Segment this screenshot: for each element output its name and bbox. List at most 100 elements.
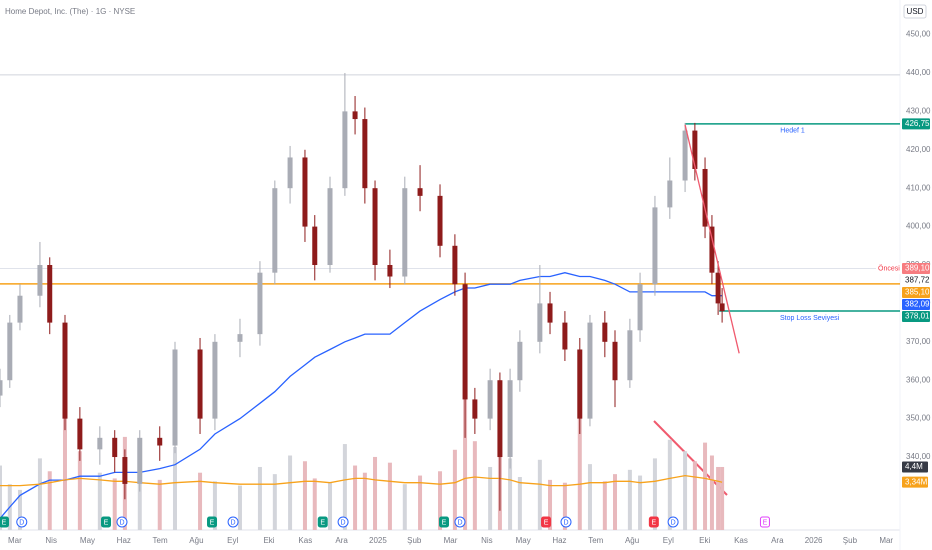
x-tick-label: Eki [263,536,274,545]
volume-tag [902,476,928,488]
event-badge [16,516,28,528]
event-label: E [442,519,447,526]
candle-body [719,303,725,312]
x-tick-label: Haz [117,536,131,545]
candle-body [417,188,423,196]
candle-body [602,322,608,342]
x-tick-label: Mar [8,536,22,545]
candle-body [17,295,23,323]
volume-bar [237,485,242,530]
price-tag [902,310,930,322]
price-tag-label: 385,10 [905,288,930,297]
level-label: Stop Loss Seviyesi [780,315,840,322]
candle-body [612,341,618,381]
volume-bar [577,418,582,530]
price-tag-label: 426,75 [905,119,930,128]
candle-body [452,245,458,285]
candle-body [172,349,178,446]
volume-bar [418,475,423,530]
volume-bar [720,466,725,530]
event-label: E [763,519,768,526]
price-tag-label: 387,72 [905,276,930,285]
event-label: D [19,519,24,526]
candle-body [237,334,243,342]
event-badge [648,516,659,528]
candle-body [352,111,358,120]
volume-tag-label: 3,34M [905,477,928,486]
price-tag-note-box [876,262,901,274]
event-label: D [457,519,462,526]
candle-body [497,380,503,458]
currency-box[interactable] [903,4,927,19]
candle-body [637,284,643,331]
candle-body [387,265,393,277]
event-badge [560,516,572,528]
volume-bar [472,441,477,530]
candle-body [37,265,43,296]
x-tick-label: Nis [481,536,493,545]
volume-bar [683,451,688,530]
event-label: E [544,519,549,526]
candle-body [692,130,698,169]
volume-bar [0,465,2,530]
candle-body [562,322,568,350]
candle-body [547,303,553,323]
volume-bar [562,482,567,530]
x-tick-label: Ara [771,536,784,545]
event-label: D [231,519,236,526]
volume-bar [692,461,697,530]
volume-bar [112,478,117,530]
price-tag [902,298,930,310]
event-badge [101,516,112,528]
x-tick-label: Eki [699,536,710,545]
volume-bar [537,459,542,530]
candle-body [709,226,715,273]
x-tick-label: 2025 [369,536,387,545]
x-tick-label: Ağu [189,536,203,545]
candle-body [62,322,68,419]
candle-body [702,168,708,227]
candle-body [302,157,308,227]
candle-body [197,349,203,419]
volume-bar [627,469,632,530]
candle-body [157,437,163,446]
y-tick-label: 360,00 [906,375,931,384]
volume-bar [257,466,262,530]
price-tag [902,286,930,298]
volume-bar [312,478,317,530]
x-tick-label: Tem [588,536,603,545]
volume-bar [137,469,142,530]
event-badge [541,516,552,528]
x-tick-label: Eyl [663,536,674,545]
volume-bar [548,479,553,530]
candle-body [272,188,278,273]
event-label: E [210,519,215,526]
candle-body [587,322,593,419]
candle-body [342,111,348,189]
trend-line [684,124,740,354]
price-tag-label: 378,01 [905,312,930,321]
price-tag-label: 382,09 [905,300,930,309]
price-tag [902,118,930,130]
volume-bar [362,472,367,530]
candle-body [112,437,118,458]
x-tick-label: Kas [298,536,312,545]
x-tick-label: Eyl [227,536,238,545]
volume-bar [488,466,493,530]
volume-bar [198,472,203,530]
event-label: D [341,519,346,526]
event-badge [667,516,679,528]
volume-bar [638,475,643,530]
volume-bar [172,446,177,530]
volume-bar [613,474,618,530]
volume-bar [602,481,607,530]
volume-bar [17,489,22,530]
event-badge [337,516,349,528]
volume-trend-line [653,420,728,496]
price-tag-label: 389,10 [905,264,930,273]
event-badge [116,516,128,528]
candle-body [137,437,143,484]
candle-body [487,380,493,419]
volume-tag-label: 4,4M [905,462,923,471]
x-tick-label: Mar [879,536,893,545]
